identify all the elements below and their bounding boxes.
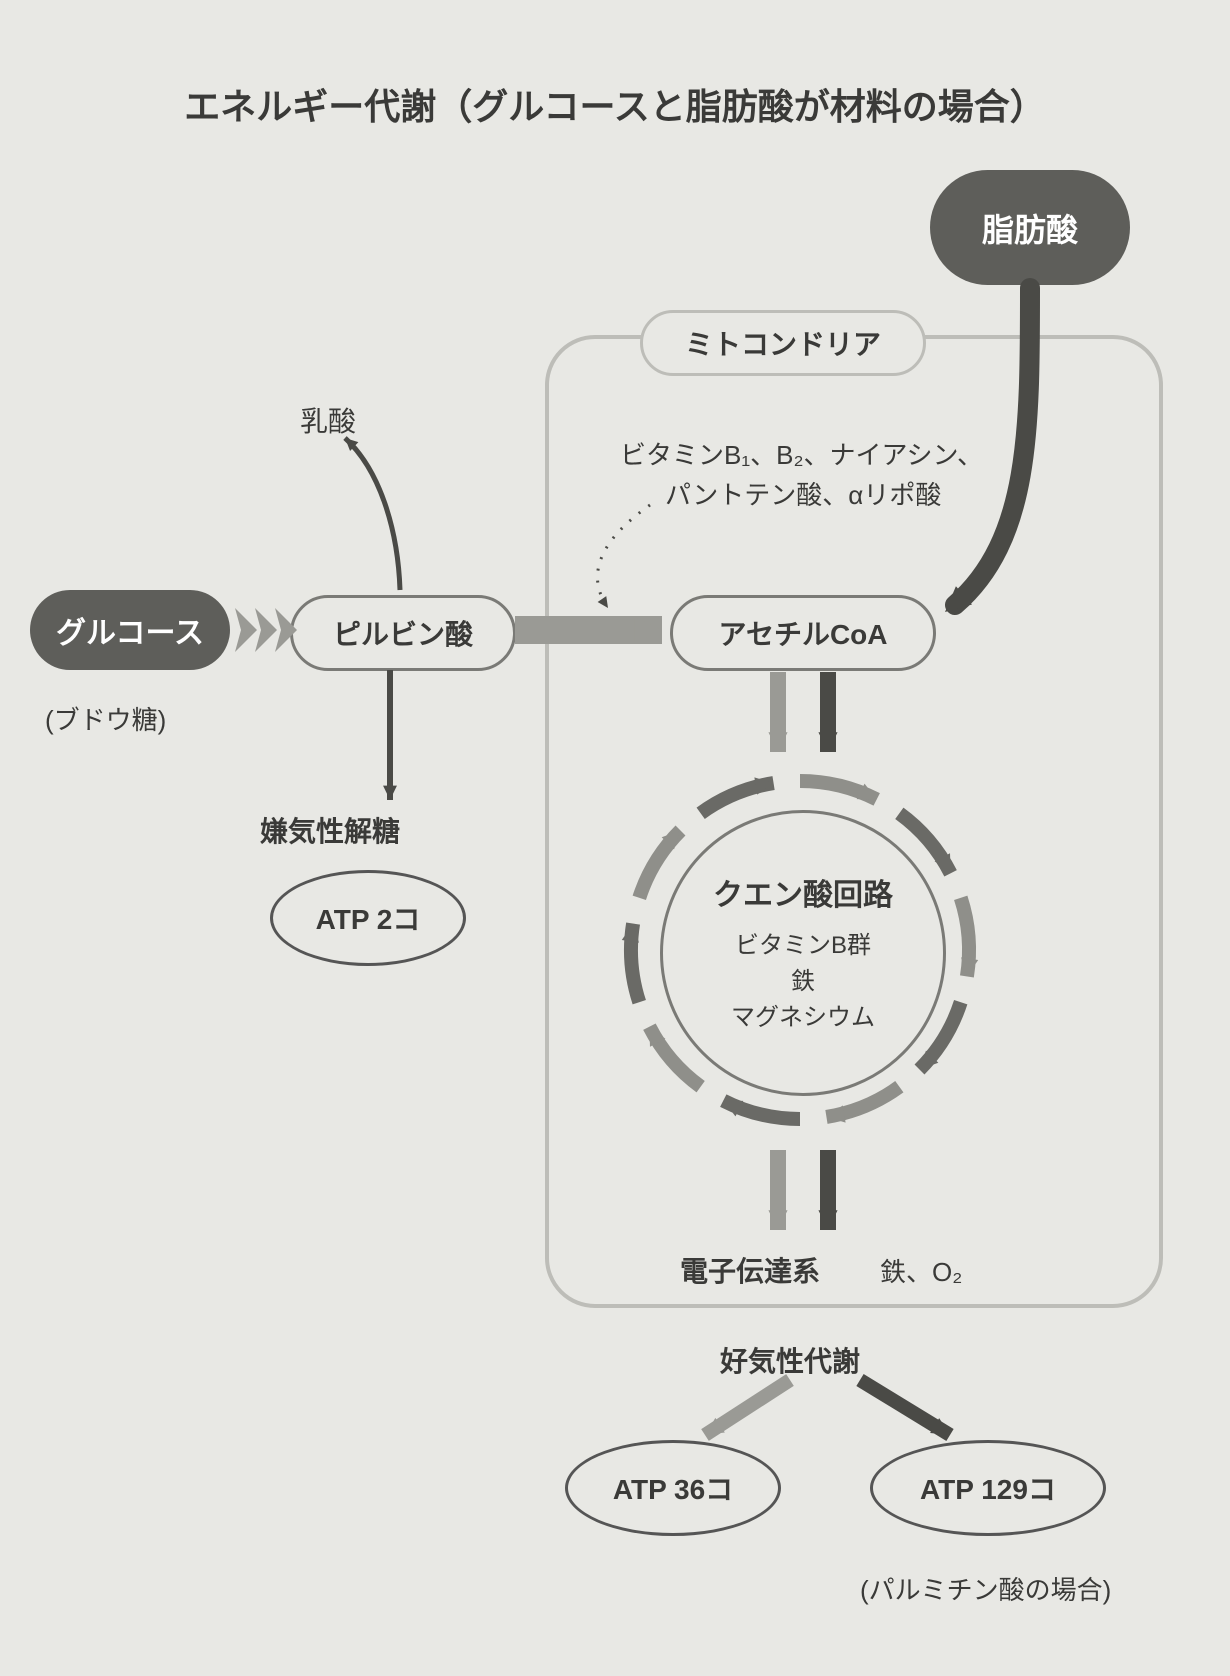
cycle-sub-0: ビタミンB群 [735,928,871,964]
label-anaerobic: 嫌気性解糖 [260,810,400,850]
label-palmitic: (パルミチン酸の場合) [860,1570,1111,1607]
node-glucose: グルコース [30,590,230,670]
mitochondria-label: ミトコンドリア [640,310,926,376]
label-etc: 電子伝達系 [680,1250,820,1290]
label-lactic: 乳酸 [300,400,356,440]
node-atp36: ATP 36コ [565,1440,781,1536]
node-acetyl-coa: アセチルCoA [670,595,936,671]
node-fatty-acid: 脂肪酸 [930,170,1130,285]
diagram-stage: エネルギー代謝（グルコースと脂肪酸が材料の場合） ミトコンドリア グルコース 脂… [0,0,1230,1676]
label-vitamins-2: パントテン酸、αリポ酸 [665,475,941,512]
diagram-title: エネルギー代謝（グルコースと脂肪酸が材料の場合） [0,78,1230,130]
label-vitamins-1: ビタミンB₁、B₂、ナイアシン、 [620,435,983,472]
node-pyruvate: ピルビン酸 [290,595,516,671]
node-atp2-label: ATP 2コ [316,898,421,938]
node-pyruvate-label: ピルビン酸 [333,613,473,653]
label-etc-side: 鉄、O₂ [880,1252,962,1289]
node-glucose-label: グルコース [56,608,204,652]
node-atp2: ATP 2コ [270,870,466,966]
cycle-sub-2: マグネシウム [731,1000,875,1036]
node-atp129: ATP 129コ [870,1440,1106,1536]
node-fatty-acid-label: 脂肪酸 [982,205,1078,251]
label-aerobic: 好気性代謝 [720,1340,860,1380]
citric-cycle-inner: クエン酸回路 ビタミンB群 鉄 マグネシウム [660,810,946,1096]
node-acetyl-coa-label: アセチルCoA [719,613,888,653]
node-atp36-label: ATP 36コ [613,1468,733,1508]
label-glucose-sub: (ブドウ糖) [45,700,166,737]
cycle-title: クエン酸回路 [713,870,893,914]
node-atp129-label: ATP 129コ [920,1468,1056,1508]
cycle-sub-1: 鉄 [791,964,815,1000]
